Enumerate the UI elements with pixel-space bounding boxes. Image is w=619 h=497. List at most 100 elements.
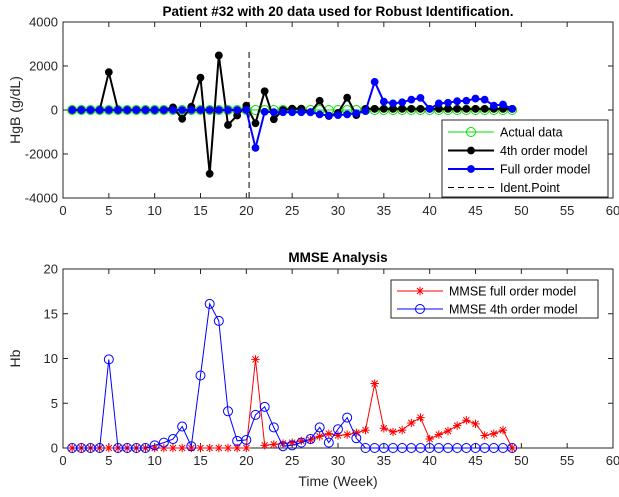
data-point: [251, 355, 260, 364]
chart-1: 0 5 10 15 20 25 30 35 40 45 50 55 60 -4000 -2000 0 2000 4…: [7, 4, 619, 218]
data-point: [352, 428, 361, 437]
x-tick-label: 50: [514, 453, 528, 468]
data-point: [343, 93, 352, 102]
data-point: [132, 106, 141, 114]
x-tick-label: 35: [377, 453, 391, 468]
data-point: [324, 429, 334, 438]
data-point: [233, 106, 242, 114]
y-tick-label: -4000: [25, 191, 58, 206]
data-point: [214, 106, 223, 114]
data-point: [187, 106, 196, 114]
data-point: [453, 97, 462, 106]
data-point: [462, 105, 471, 113]
data-point: [306, 108, 315, 117]
data-point: [314, 422, 325, 433]
data-point: [260, 441, 269, 450]
legend-marker: [415, 304, 425, 314]
data-point: [214, 51, 223, 60]
data-point: [205, 169, 214, 178]
legend-label: 4th order model: [500, 144, 588, 158]
legend-label: MMSE 4th order model: [449, 303, 578, 317]
data-point: [250, 409, 261, 420]
y-tick-label: 15: [44, 306, 58, 321]
data-point: [288, 108, 297, 117]
y-tick-label: 0: [51, 103, 58, 118]
legend-marker: [466, 127, 476, 137]
data-point: [159, 443, 169, 453]
data-point: [104, 68, 113, 77]
y-axis-label: Hb: [7, 349, 23, 367]
data-point: [114, 106, 122, 114]
data-point: [342, 412, 353, 423]
data-point: [259, 401, 270, 412]
data-point: [141, 106, 150, 114]
data-point: [425, 434, 434, 444]
legend-label: Full order model: [500, 163, 590, 177]
data-point: [268, 422, 279, 433]
data-point: [397, 425, 407, 435]
data-point: [214, 443, 224, 453]
y-tick-label: 5: [51, 396, 58, 411]
data-point: [260, 87, 269, 96]
x-tick-label: 60: [606, 453, 619, 468]
data-point: [315, 96, 324, 105]
data-point: [223, 443, 233, 453]
data-point: [158, 437, 169, 448]
data-point: [471, 94, 480, 103]
data-point: [232, 443, 242, 453]
data-point: [242, 443, 251, 453]
data-point: [444, 98, 452, 107]
data-point: [67, 443, 77, 453]
data-point: [407, 95, 416, 104]
series-full-order-model: [68, 77, 517, 152]
x-tick-label: 60: [606, 203, 619, 218]
x-tick-label: 35: [377, 203, 391, 218]
data-point: [224, 121, 232, 129]
x-tick-label: 40: [422, 453, 436, 468]
legend: Actual data 4th order model Full order mod…: [441, 119, 609, 198]
data-point: [296, 437, 307, 448]
chart-2: 0 5 10 15 20 25 30 35 40 45 50 55 60 0 5 10 15 20 MMSE Ana…: [7, 250, 619, 489]
data-point: [223, 406, 233, 417]
data-point: [150, 443, 159, 453]
x-tick-label: 50: [514, 203, 528, 218]
data-point: [196, 443, 205, 453]
data-point: [94, 443, 105, 453]
x-tick-label: 45: [468, 203, 482, 218]
data-point: [361, 425, 370, 435]
data-point: [297, 108, 306, 117]
data-point: [123, 106, 132, 114]
data-point: [169, 106, 177, 114]
data-point: [242, 106, 251, 114]
data-point: [305, 434, 316, 445]
data-point: [195, 370, 206, 381]
x-tick-label: 10: [147, 453, 161, 468]
data-point: [489, 101, 498, 110]
data-point: [297, 436, 306, 446]
x-tick-label: 25: [285, 203, 299, 218]
data-point: [508, 105, 517, 113]
data-point: [462, 96, 471, 105]
data-point: [86, 106, 95, 114]
data-point: [425, 105, 434, 113]
data-point: [103, 354, 114, 365]
data-point: [370, 77, 379, 86]
data-point: [68, 106, 77, 114]
y-tick-label: 0: [51, 441, 58, 456]
data-point: [398, 98, 407, 107]
legend-marker: [467, 146, 475, 155]
x-tick-label: 15: [193, 203, 207, 218]
x-tick-label: 40: [422, 203, 436, 218]
data-point: [407, 418, 416, 428]
chart-title: Patient #32 with 20 data used for Robust…: [162, 4, 513, 19]
x-tick-label: 30: [331, 203, 345, 218]
data-point: [178, 114, 187, 123]
data-point: [498, 425, 508, 435]
data-point: [507, 443, 518, 453]
legend-label: Actual data: [500, 126, 563, 140]
data-point: [187, 443, 196, 453]
x-tick-label: 30: [331, 453, 345, 468]
data-point: [251, 143, 260, 152]
data-point: [370, 105, 379, 113]
data-point: [269, 108, 278, 117]
